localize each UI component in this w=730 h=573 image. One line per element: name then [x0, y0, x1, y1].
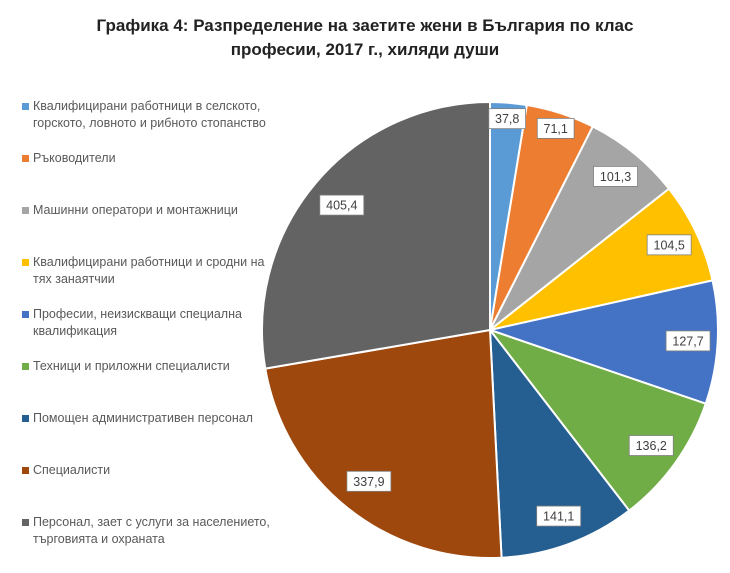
- pie-slice: [486, 279, 719, 405]
- legend-item: Машинни оператори и монтажници: [22, 202, 272, 219]
- data-label-text: 405,4: [326, 199, 357, 213]
- legend-label: Персонал, зает с услуги за населението, …: [33, 515, 270, 546]
- data-label: 337,9: [346, 470, 392, 492]
- legend-label: Ръководители: [33, 151, 116, 165]
- legend-item: Помощен административен персонал: [22, 410, 272, 427]
- data-label-text: 37,8: [495, 112, 519, 126]
- data-label-text: 127,7: [672, 334, 703, 348]
- pie-slice: [489, 187, 714, 331]
- legend-item: Ръководители: [22, 150, 272, 167]
- data-label: 71,1: [536, 117, 575, 139]
- pie-slice: [264, 328, 503, 559]
- data-label-text: 337,9: [353, 475, 384, 489]
- legend-label: Техници и приложни специалисти: [33, 359, 230, 373]
- data-label-text: 136,2: [636, 439, 667, 453]
- legend-swatch: [22, 363, 29, 370]
- legend-label: Помощен административен персонал: [33, 411, 253, 425]
- legend-label: Квалифицирани работници и сродни на тях …: [33, 255, 265, 286]
- title-line-1: Графика 4: Разпределение на заетите жени…: [96, 16, 634, 35]
- legend-item: Техници и приложни специалисти: [22, 358, 272, 375]
- legend-swatch: [22, 519, 29, 526]
- data-label: 127,7: [665, 330, 711, 352]
- pie-slice: [488, 326, 631, 559]
- data-label-box: [536, 117, 575, 139]
- legend-item: Персонал, зает с услуги за населението, …: [22, 514, 272, 548]
- legend-label: Машинни оператори и монтажници: [33, 203, 238, 217]
- data-label: 405,4: [319, 194, 365, 216]
- data-label-box: [593, 166, 638, 187]
- data-label-box: [628, 435, 674, 456]
- data-label: 141,1: [536, 505, 582, 527]
- data-label: 104,5: [646, 234, 692, 256]
- data-label: 101,3: [593, 166, 638, 187]
- data-label-box: [665, 330, 711, 352]
- legend-swatch: [22, 467, 29, 474]
- legend-item: Професии, неизискващи специална квалифик…: [22, 306, 272, 340]
- title-line-2: професии, 2017 г., хиляди души: [230, 40, 500, 59]
- legend-swatch: [22, 207, 29, 214]
- legend-item: Специалисти: [22, 462, 272, 479]
- chart-title: Графика 4: Разпределение на заетите жени…: [0, 14, 730, 62]
- pie-slice: [487, 327, 708, 512]
- data-label-box: [488, 108, 526, 130]
- legend-swatch: [22, 311, 29, 318]
- legend-item: Квалифицирани работници в селското, горс…: [22, 98, 272, 132]
- legend-label: Квалифицирани работници в селското, горс…: [33, 99, 266, 130]
- data-label-text: 71,1: [544, 122, 568, 136]
- data-label-box: [536, 505, 582, 527]
- legend-item: Квалифицирани работници и сродни на тях …: [22, 254, 272, 288]
- legend-label: Специалисти: [33, 463, 111, 477]
- pie-slice: [261, 100, 491, 370]
- legend-swatch: [22, 415, 29, 422]
- legend-swatch: [22, 259, 29, 266]
- legend-swatch: [22, 103, 29, 110]
- data-label-text: 101,3: [600, 170, 631, 184]
- data-label: 37,8: [488, 108, 526, 130]
- data-label-text: 104,5: [654, 238, 685, 252]
- data-label: 136,2: [628, 435, 674, 456]
- legend-swatch: [22, 155, 29, 162]
- data-label-box: [346, 470, 392, 492]
- legend-label: Професии, неизискващи специална квалифик…: [33, 307, 242, 338]
- data-label-box: [646, 234, 692, 256]
- data-label-box: [319, 194, 365, 216]
- data-label-text: 141,1: [543, 510, 574, 524]
